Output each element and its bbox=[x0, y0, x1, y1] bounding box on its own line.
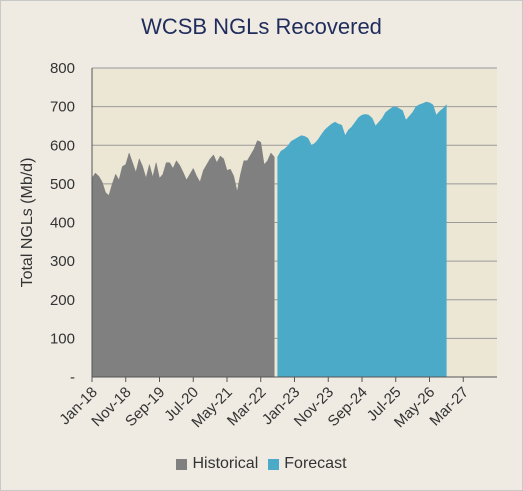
y-axis-title: Total NGLs (Mb/d) bbox=[19, 158, 36, 288]
legend-swatch-forecast bbox=[268, 458, 280, 470]
y-tick-label: 700 bbox=[50, 99, 75, 116]
y-tick-label: 500 bbox=[50, 176, 75, 193]
y-tick-label: 600 bbox=[50, 137, 75, 154]
legend-label-historical: Historical bbox=[192, 455, 259, 472]
y-tick-label: 200 bbox=[50, 292, 75, 309]
legend-item-historical: Historical bbox=[176, 455, 258, 473]
y-tick-label: 300 bbox=[50, 253, 75, 270]
chart-title: WCSB NGLs Recovered bbox=[141, 14, 382, 39]
y-tick-label: - bbox=[70, 369, 75, 386]
legend: Historical Forecast bbox=[0, 455, 523, 473]
series-area-historical bbox=[91, 140, 275, 378]
legend-label-forecast: Forecast bbox=[284, 455, 347, 472]
x-tick-label: Mar-22 bbox=[224, 384, 270, 430]
legend-item-forecast: Forecast bbox=[268, 455, 347, 473]
legend-swatch-historical bbox=[176, 458, 188, 470]
y-tick-label: 400 bbox=[50, 215, 75, 232]
y-tick-label: 800 bbox=[50, 60, 75, 77]
series-area-forecast bbox=[277, 101, 447, 378]
y-tick-label: 100 bbox=[50, 330, 75, 347]
x-tick-label: Mar-27 bbox=[426, 384, 472, 430]
